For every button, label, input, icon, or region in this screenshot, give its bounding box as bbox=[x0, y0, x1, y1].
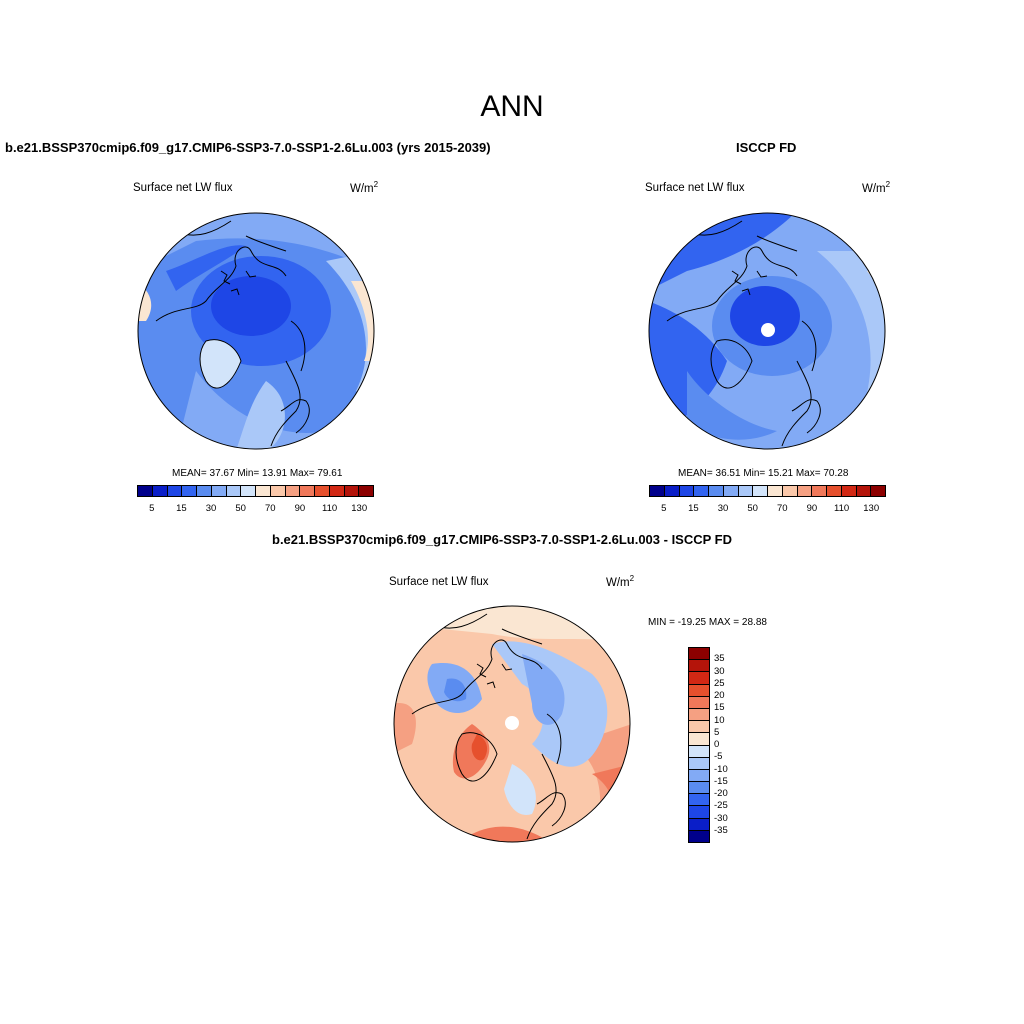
colorbar-box bbox=[871, 486, 885, 496]
colorbar-tick-label: 130 bbox=[863, 503, 880, 514]
colorbar-tick-label: -30 bbox=[714, 812, 728, 824]
colorbar-tick-label: 50 bbox=[235, 503, 246, 514]
colorbar-tick-label: 15 bbox=[714, 702, 725, 714]
colorbar-box bbox=[152, 486, 168, 496]
colorbar-box bbox=[315, 486, 330, 496]
colorbar-box bbox=[689, 806, 709, 819]
colorbar-box bbox=[689, 684, 709, 697]
colorbar-tick-label: 30 bbox=[205, 503, 217, 514]
colorbar-box bbox=[812, 486, 827, 496]
colorbar-box bbox=[856, 486, 872, 496]
colorbar-box bbox=[797, 486, 813, 496]
colorbar-box bbox=[359, 486, 373, 496]
colorbar-tick-label: -25 bbox=[714, 800, 728, 812]
colorbar-box bbox=[689, 672, 709, 685]
obs-units-label: W/m2 bbox=[862, 180, 891, 195]
colorbar-box bbox=[344, 486, 360, 496]
colorbar-box bbox=[782, 486, 798, 496]
colorbar-box bbox=[285, 486, 301, 496]
diff-polar-map bbox=[393, 605, 631, 843]
colorbar-box bbox=[689, 818, 709, 831]
colorbar-tick-label: -15 bbox=[714, 775, 728, 787]
diff-stats: MIN = -19.25 MAX = 28.88 bbox=[648, 617, 767, 628]
model-stats: MEAN= 37.67 Min= 13.91 Max= 79.61 bbox=[172, 468, 343, 479]
colorbar-box bbox=[689, 769, 709, 783]
colorbar-box bbox=[689, 782, 709, 795]
colorbar-box bbox=[256, 486, 271, 496]
colorbar-box bbox=[679, 486, 695, 496]
colorbar-box bbox=[689, 745, 709, 758]
colorbar-tick-label: 90 bbox=[294, 503, 306, 514]
colorbar-box bbox=[182, 486, 197, 496]
colorbar-box bbox=[841, 486, 857, 496]
colorbar-box bbox=[138, 486, 153, 496]
colorbar-tick-label: 5 bbox=[149, 503, 155, 514]
colorbar-tick-label: 15 bbox=[176, 503, 187, 514]
colorbar-box bbox=[329, 486, 345, 496]
colorbar-tick-label: 30 bbox=[717, 503, 729, 514]
colorbar-box bbox=[689, 757, 709, 770]
colorbar-box bbox=[689, 696, 709, 709]
colorbar-box bbox=[197, 486, 212, 496]
model-panel-title: b.e21.BSSP370cmip6.f09_g17.CMIP6-SSP3-7.… bbox=[5, 140, 491, 155]
colorbar-tick-label: 110 bbox=[321, 503, 338, 514]
colorbar-tick-label: 25 bbox=[714, 677, 725, 689]
colorbar-box bbox=[226, 486, 242, 496]
colorbar-box bbox=[689, 830, 709, 842]
diff-colorbar bbox=[688, 647, 710, 843]
colorbar-box bbox=[723, 486, 739, 496]
model-colorbar bbox=[137, 485, 374, 497]
colorbar-box bbox=[709, 486, 724, 496]
obs-variable-label: Surface net LW flux bbox=[645, 182, 745, 194]
colorbar-box bbox=[689, 708, 709, 722]
colorbar-tick-label: -20 bbox=[714, 788, 728, 799]
colorbar-tick-label: 15 bbox=[688, 503, 699, 514]
colorbar-tick-label: 110 bbox=[833, 503, 850, 514]
colorbar-tick-label: 70 bbox=[265, 503, 276, 514]
colorbar-tick-label: 130 bbox=[351, 503, 368, 514]
colorbar-box bbox=[738, 486, 754, 496]
colorbar-box bbox=[689, 721, 709, 734]
colorbar-box bbox=[689, 733, 709, 746]
colorbar-box bbox=[768, 486, 783, 496]
diff-units-label: W/m2 bbox=[606, 574, 635, 589]
colorbar-tick-label: -5 bbox=[714, 751, 723, 763]
colorbar-tick-label: 35 bbox=[714, 653, 725, 665]
colorbar-box bbox=[689, 660, 709, 673]
colorbar-tick-label: 50 bbox=[747, 503, 758, 514]
colorbar-box bbox=[300, 486, 315, 496]
colorbar-tick-label: 10 bbox=[714, 714, 725, 726]
colorbar-tick-label: 70 bbox=[777, 503, 788, 514]
colorbar-tick-label: 5 bbox=[714, 726, 720, 738]
diff-variable-label: Surface net LW flux bbox=[389, 576, 489, 588]
colorbar-tick-label: 5 bbox=[661, 503, 667, 514]
colorbar-box bbox=[689, 648, 709, 661]
diff-panel-title: b.e21.BSSP370cmip6.f09_g17.CMIP6-SSP3-7.… bbox=[272, 532, 733, 547]
model-polar-map bbox=[137, 212, 375, 450]
colorbar-box bbox=[753, 486, 768, 496]
colorbar-box bbox=[211, 486, 227, 496]
colorbar-box bbox=[167, 486, 183, 496]
colorbar-box bbox=[694, 486, 709, 496]
colorbar-tick-label: -10 bbox=[714, 763, 728, 775]
model-variable-label: Surface net LW flux bbox=[133, 182, 233, 194]
colorbar-box bbox=[689, 794, 709, 807]
colorbar-box bbox=[827, 486, 842, 496]
obs-polar-map bbox=[648, 212, 886, 450]
colorbar-tick-label: 90 bbox=[806, 503, 818, 514]
obs-stats: MEAN= 36.51 Min= 15.21 Max= 70.28 bbox=[678, 468, 849, 479]
colorbar-tick-label: 0 bbox=[714, 739, 720, 750]
obs-colorbar bbox=[649, 485, 886, 497]
colorbar-tick-label: 30 bbox=[714, 665, 725, 677]
colorbar-box bbox=[241, 486, 256, 496]
colorbar-tick-label: 20 bbox=[714, 690, 725, 701]
colorbar-box bbox=[270, 486, 286, 496]
model-units-label: W/m2 bbox=[350, 180, 379, 195]
figure-title: ANN bbox=[480, 90, 544, 123]
colorbar-tick-label: -35 bbox=[714, 824, 728, 836]
colorbar-box bbox=[664, 486, 680, 496]
colorbar-box bbox=[650, 486, 665, 496]
obs-panel-title: ISCCP FD bbox=[736, 140, 797, 155]
